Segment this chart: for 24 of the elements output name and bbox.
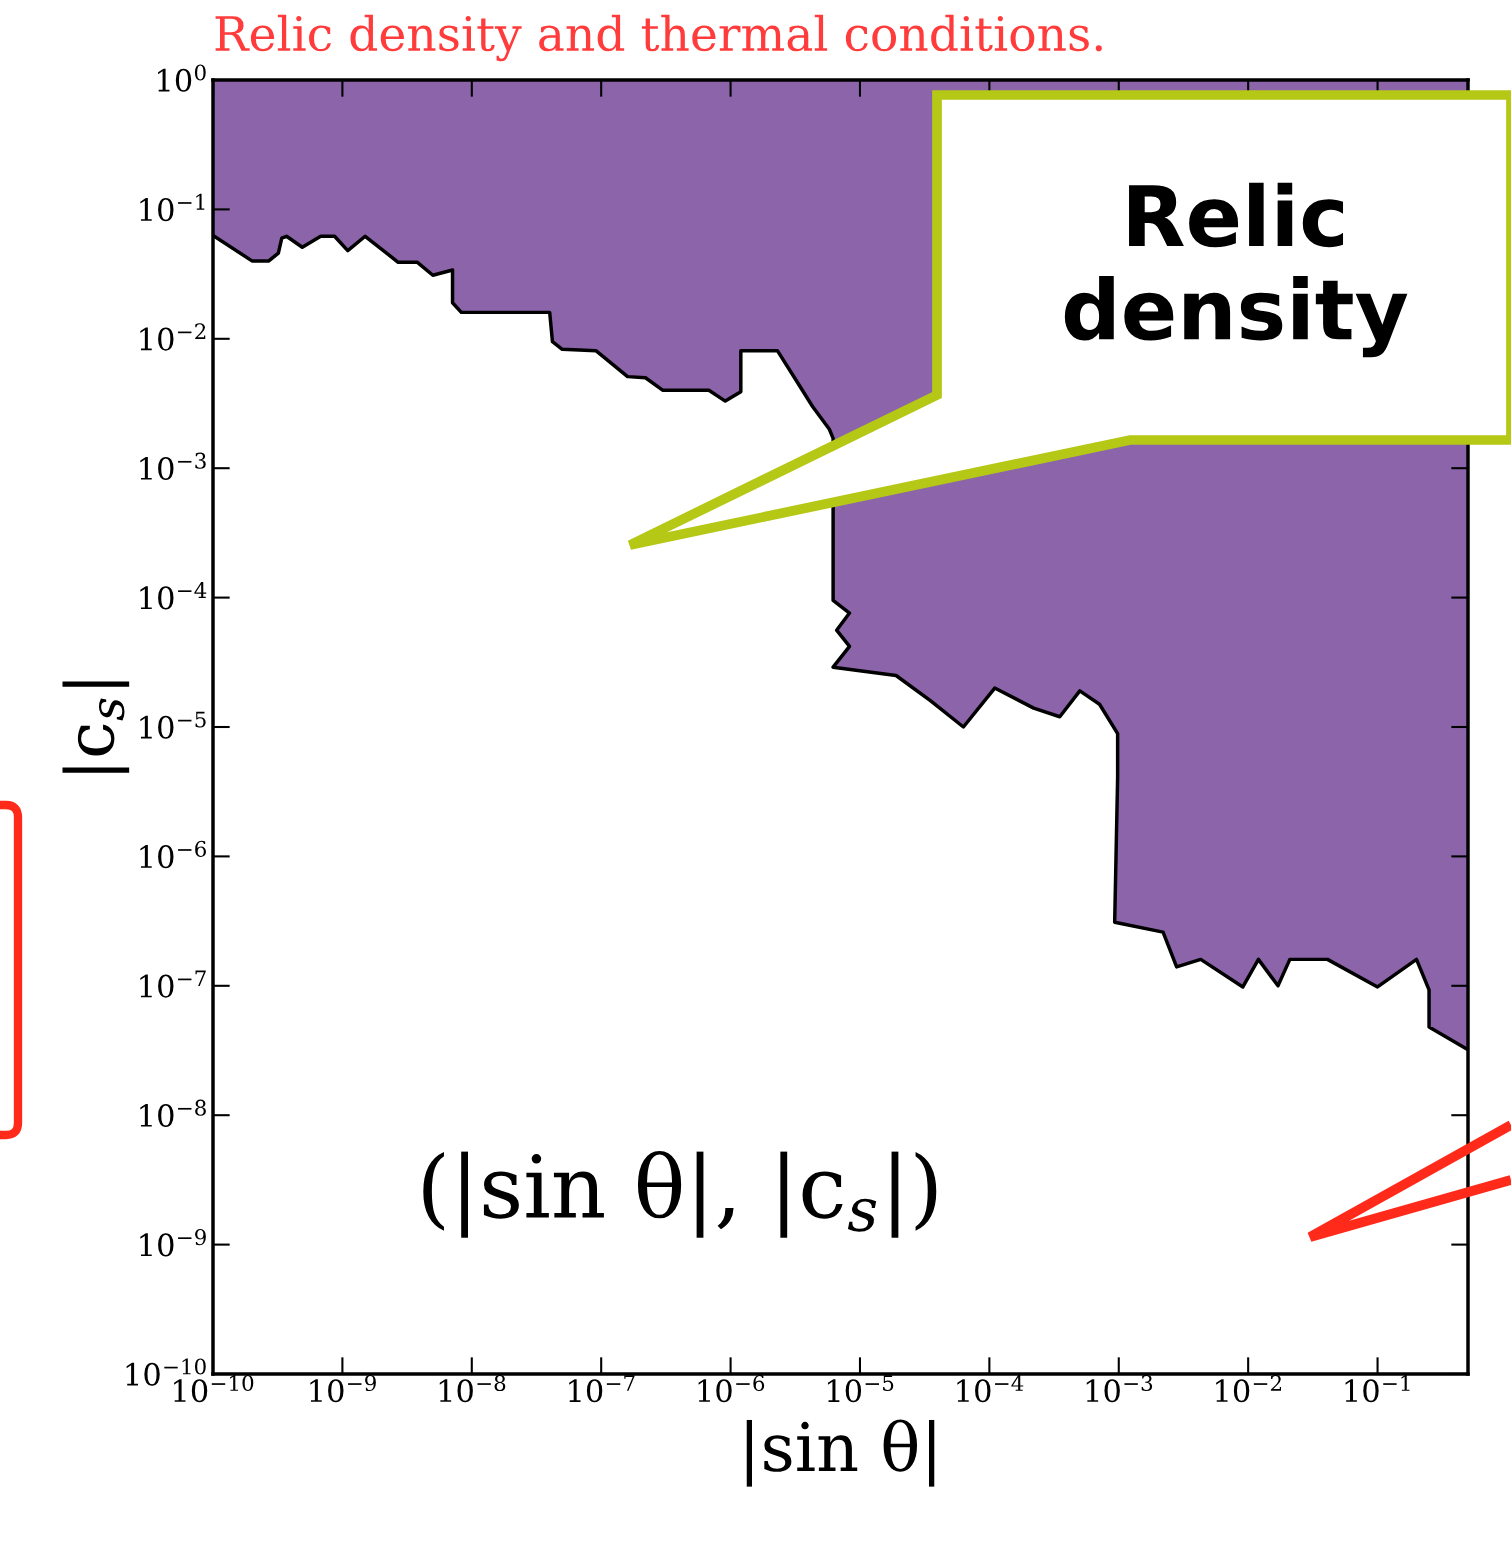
annotation: (|sin θ|, |c$_{s}$|) [423,1151,937,1238]
x-axis-title: |sin θ| [746,1419,935,1487]
y-tick-label: 10$^{−3}$ [140,452,206,481]
x-tick-label: 10$^{−4}$ [957,1374,1024,1403]
x-tick-label: 10$^{−3}$ [1086,1374,1153,1403]
y-tick-label: 10$^{−5}$ [140,711,206,739]
y-tick-label: 10$^{−8}$ [140,1099,206,1128]
x-tick-label: 10$^{−1}$ [1345,1374,1410,1403]
x-tick-label: 10$^{−2}$ [1216,1374,1281,1403]
x-tick-label: 10$^{−7}$ [569,1375,635,1403]
y-tick-label: 10$^{−6}$ [140,840,206,869]
y-tick-label: 10$^{−2}$ [140,323,206,351]
chart-title: Relic density and thermal conditions. [215,14,1102,62]
y-tick-label: 10$^{−4}$ [140,582,207,610]
y-tick-label: 10$^{0}$ [158,64,206,92]
annotation: Relic density [1064,182,1408,358]
y-tick-label: 10$^{−7}$ [140,970,206,998]
y-axis-title: |c$_{s}$| [62,681,130,773]
x-tick-label: 10$^{−5}$ [827,1375,894,1403]
x-tick-label: 10$^{−9}$ [310,1374,376,1403]
x-tick-label: 10$^{−6}$ [698,1374,765,1403]
x-tick-label: 10$^{−8}$ [439,1374,506,1403]
y-tick-label: 10$^{−1}$ [140,193,205,222]
y-tick-label: 10$^{−9}$ [140,1229,206,1257]
